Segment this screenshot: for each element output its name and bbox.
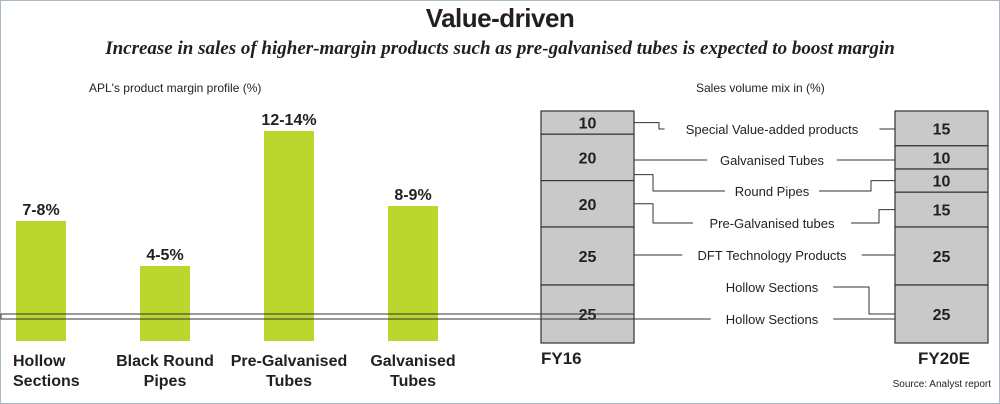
fy16-segment-value: 25 (579, 249, 597, 266)
connector-line (634, 122, 665, 130)
mix-label: Round Pipes (735, 184, 810, 199)
fy20e-segment (894, 226, 989, 286)
fy20e-segment (894, 191, 989, 228)
fy20e-segment-value: 15 (933, 203, 951, 220)
fy16-segment-value: 10 (579, 116, 597, 133)
fy16-segment (540, 180, 635, 228)
bar-value-label: 4-5% (146, 247, 183, 264)
fy16-segment-value: 20 (579, 197, 597, 214)
bar-value-label: 12-14% (261, 112, 316, 129)
page-subtitle: Increase in sales of higher-margin produ… (105, 38, 895, 59)
mix-label: Galvanised Tubes (720, 153, 825, 168)
connector-line (634, 203, 693, 224)
column-label-fy20e: FY20E (918, 349, 970, 368)
bar-3 (264, 131, 314, 341)
category-label: Hollow (13, 353, 66, 370)
bar-value-label: 8-9% (394, 187, 431, 204)
fy20e-segment (894, 284, 989, 344)
fy20e-segment-value: 10 (933, 150, 951, 167)
mix-label: DFT Technology Products (697, 248, 847, 263)
category-label: Tubes (266, 373, 312, 390)
category-label: Pipes (144, 373, 187, 390)
fy20e-segment-value: 10 (933, 174, 951, 191)
mix-label: Special Value-added products (686, 122, 859, 137)
category-label: Tubes (390, 373, 436, 390)
category-label: Galvanised (370, 353, 455, 370)
mix-label: Hollow Sections (726, 280, 819, 295)
column-label-fy16: FY16 (541, 349, 582, 368)
margin-chart-title: APL's product margin profile (%) (89, 81, 262, 95)
category-label: Black Round (116, 353, 214, 370)
bar-1 (16, 221, 66, 341)
connector-line (819, 180, 895, 192)
source-note: Source: Analyst report (892, 379, 991, 390)
connector-line (0, 313, 711, 320)
category-label: Pre-Galvanised (231, 353, 348, 370)
fy16-segment (540, 133, 635, 182)
bar-2 (140, 266, 190, 341)
fy20e-segment-value: 15 (933, 121, 951, 138)
fy16-segment-value: 25 (579, 307, 597, 324)
category-label: Sections (13, 373, 80, 390)
fy20e-segment-value: 25 (933, 307, 951, 324)
page-title: Value-driven (425, 3, 575, 33)
bar-value-label: 7-8% (22, 202, 59, 219)
connector-line (634, 174, 725, 192)
fy16-segment-value: 20 (579, 150, 597, 167)
connector-line (851, 209, 895, 224)
mix-label: Pre-Galvanised tubes (709, 216, 835, 231)
fy20e-segment-value: 25 (933, 249, 951, 266)
connector-line (833, 286, 895, 315)
mix-chart-title: Sales volume mix in (%) (696, 81, 825, 95)
mix-label: Hollow Sections (726, 312, 819, 327)
